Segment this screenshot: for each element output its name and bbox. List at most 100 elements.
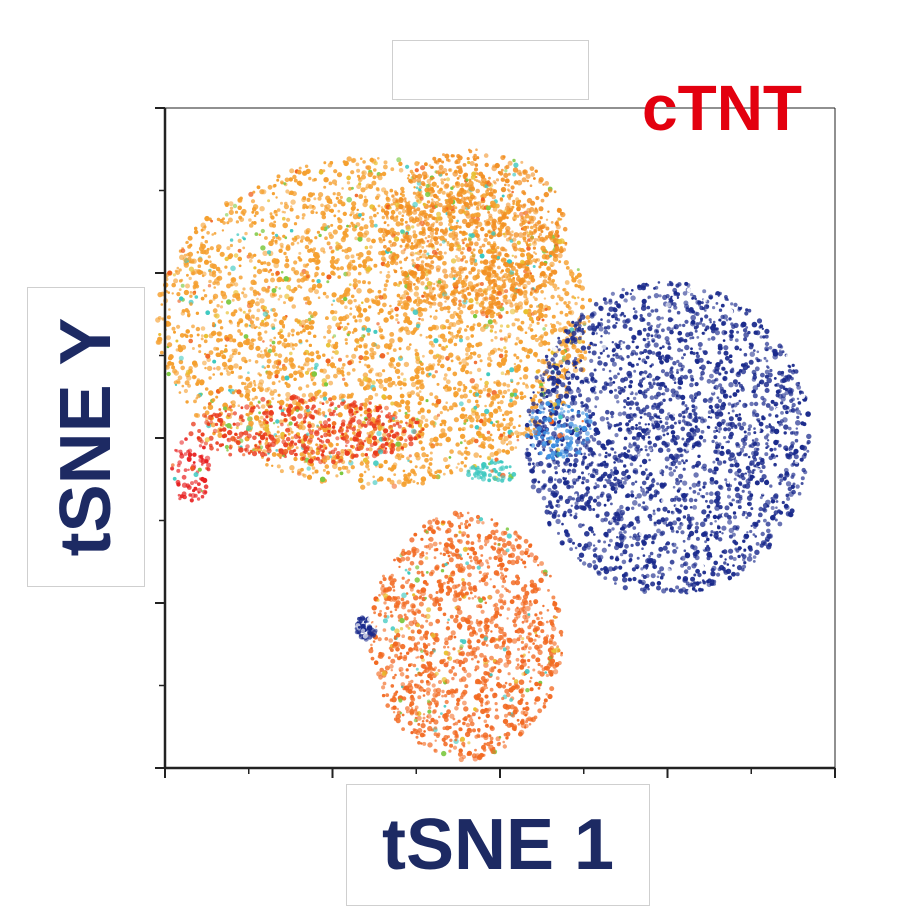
scatter-point (378, 383, 384, 389)
scatter-point (232, 338, 237, 343)
scatter-point (534, 260, 538, 264)
scatter-point (428, 326, 433, 331)
scatter-point (532, 296, 536, 299)
scatter-point (192, 360, 198, 366)
scatter-point (261, 365, 265, 369)
scatter-point (346, 224, 349, 228)
scatter-point (363, 386, 368, 391)
scatter-point (345, 342, 348, 345)
scatter-point (259, 386, 265, 392)
scatter-point (298, 436, 301, 439)
scatter-point (166, 364, 169, 368)
scatter-point (544, 254, 550, 260)
scatter-point (496, 220, 502, 225)
scatter-point (533, 251, 536, 254)
scatter-point (276, 174, 281, 179)
scatter-point (577, 284, 581, 289)
scatter-point (577, 296, 580, 299)
scatter-point (440, 345, 446, 351)
scatter-point (471, 171, 477, 177)
scatter-point (486, 241, 491, 246)
scatter-point (545, 250, 549, 254)
scatter-point (168, 354, 174, 360)
scatter-point (499, 197, 503, 201)
scatter-point (418, 193, 421, 196)
scatter-point (402, 382, 407, 387)
scatter-point (502, 232, 506, 236)
scatter-point (475, 274, 480, 280)
scatter-point (492, 311, 496, 315)
scatter-point (405, 421, 408, 425)
scatter-point (285, 255, 288, 259)
scatter-point (529, 328, 534, 332)
scatter-point (547, 281, 550, 284)
scatter-point (331, 336, 335, 339)
scatter-point (426, 293, 431, 299)
scatter-point (204, 387, 209, 391)
scatter-point (286, 284, 292, 290)
scatter-point (558, 322, 562, 326)
scatter-point (269, 214, 274, 219)
scatter-point (237, 197, 243, 203)
scatter-point (368, 215, 373, 220)
scatter-point (415, 358, 421, 365)
scatter-point (563, 260, 569, 266)
scatter-point (500, 246, 505, 252)
scatter-point (474, 438, 479, 444)
scatter-point (242, 287, 246, 291)
scatter-point (228, 209, 234, 215)
scatter-point (420, 480, 426, 486)
scatter-point (531, 320, 535, 324)
scatter-point (426, 217, 430, 221)
scatter-point (325, 342, 331, 348)
scatter-point (271, 464, 274, 467)
scatter-point (460, 187, 464, 192)
scatter-point (315, 266, 320, 271)
scatter-point (492, 207, 498, 212)
scatter-point (547, 348, 551, 352)
scatter-point (255, 432, 259, 436)
scatter-point (367, 468, 371, 471)
scatter-point (271, 192, 275, 196)
scatter-point (301, 473, 305, 477)
scatter-point (358, 355, 364, 361)
scatter-point (333, 214, 337, 218)
scatter-point (489, 433, 493, 437)
scatter-point (335, 322, 341, 328)
scatter-point (509, 308, 516, 315)
scatter-point (324, 464, 330, 469)
scatter-point (310, 210, 315, 215)
scatter-point (364, 186, 368, 190)
scatter-point (530, 225, 534, 230)
scatter-point (443, 273, 449, 279)
scatter-point (439, 243, 443, 247)
scatter-point (258, 411, 261, 415)
scatter-point (301, 197, 306, 203)
scatter-point (226, 371, 231, 376)
scatter-point (269, 344, 272, 347)
scatter-point (431, 374, 436, 379)
scatter-point (458, 174, 462, 178)
scatter-point (425, 366, 431, 372)
scatter-point (412, 191, 416, 195)
scatter-point (412, 233, 418, 239)
scatter-point (476, 237, 481, 241)
scatter-point (507, 189, 511, 193)
scatter-point (473, 452, 480, 458)
scatter-point (394, 306, 399, 312)
scatter-point (464, 202, 470, 207)
scatter-point (524, 301, 529, 306)
scatter-point (564, 291, 570, 297)
scatter-point (256, 185, 261, 190)
scatter-point (345, 354, 349, 358)
scatter-point (508, 197, 512, 201)
scatter-point (530, 235, 534, 240)
scatter-point (387, 382, 393, 388)
scatter-point (333, 373, 338, 379)
scatter-point (386, 223, 390, 227)
scatter-point (452, 277, 456, 280)
scatter-point (424, 263, 428, 266)
scatter-point (470, 352, 473, 355)
scatter-point (365, 255, 372, 262)
scatter-point (473, 262, 478, 267)
